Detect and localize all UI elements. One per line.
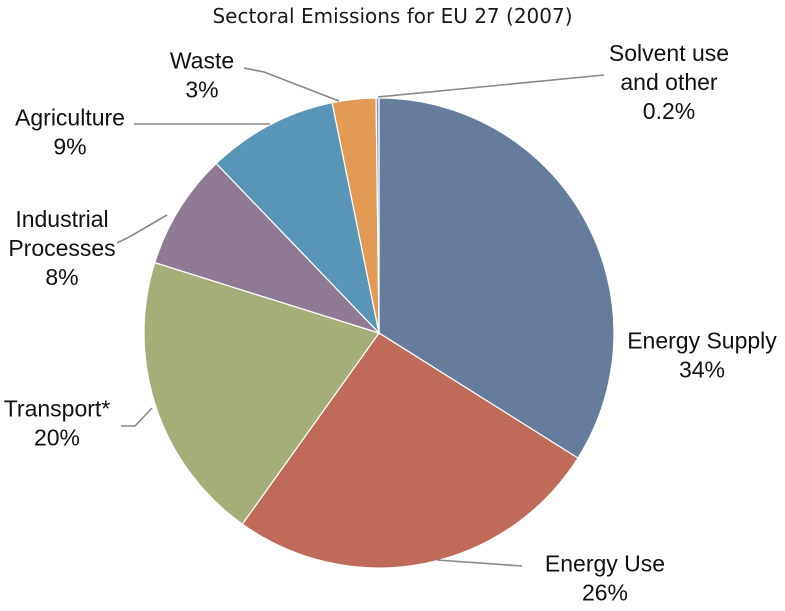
slice-name-label: Transport*	[4, 396, 111, 422]
slice-name-label: Energy Use	[545, 551, 665, 577]
chart-title: Sectoral Emissions for EU 27 (2007)	[212, 4, 573, 28]
pie-slice-energy-supply	[378, 97, 615, 459]
slice-value-label: 8%	[45, 264, 78, 290]
pie-slices	[143, 97, 615, 569]
slice-label: Solvent use and other 0.2%	[609, 40, 729, 124]
slice-name-label: Industrial	[15, 206, 108, 232]
leader-line	[436, 559, 523, 567]
slice-value-label: 26%	[582, 580, 628, 606]
slice-name-label: and other	[620, 69, 718, 95]
slice-label: Energy Use 26%	[545, 551, 665, 606]
pie-slice-energy-use	[241, 332, 579, 569]
slice-label: Energy Supply 34%	[627, 328, 777, 383]
slice-name-label: Agriculture	[15, 105, 125, 131]
leader-line	[121, 407, 153, 427]
slice-name-label: Processes	[8, 235, 115, 261]
leader-line	[377, 74, 605, 98]
pie-slice-industrial-processes	[154, 162, 380, 334]
leader-line	[116, 214, 168, 244]
slice-value-label: 34%	[679, 357, 725, 383]
pie-slice-transport	[143, 261, 380, 525]
slice-value-label: 3%	[185, 77, 218, 103]
slice-label: Agriculture 9%	[15, 105, 125, 160]
slice-value-label: 0.2%	[643, 98, 695, 124]
leader-lines	[116, 67, 605, 567]
pie-slice-solvent-use-and-other	[375, 97, 380, 334]
slice-value-label: 20%	[34, 425, 80, 451]
leader-line	[243, 67, 340, 102]
slice-label: Waste 3%	[170, 48, 234, 103]
slice-label: Industrial Processes 8%	[8, 206, 115, 290]
slice-value-label: 9%	[53, 134, 86, 160]
slice-name-label: Waste	[170, 48, 234, 74]
slice-label: Transport* 20%	[4, 396, 111, 451]
pie-slice-agriculture	[215, 102, 381, 335]
slice-labels: Energy Supply 34% Energy Use 26% Transport* 2…	[4, 40, 778, 606]
slice-name-label: Energy Supply	[627, 328, 777, 354]
slice-name-label: Solvent use	[609, 40, 729, 66]
